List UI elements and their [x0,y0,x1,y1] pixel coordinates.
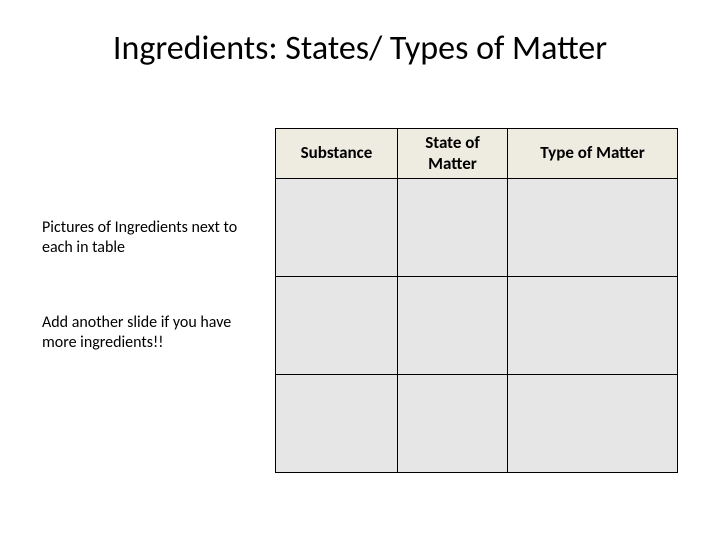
side-note-pictures: Pictures of Ingredients next to each in … [42,218,247,258]
table-row [276,179,678,277]
col-header-type: Type of Matter [508,129,678,179]
table-header-row: Substance State of Matter Type of Matter [276,129,678,179]
col-header-substance: Substance [276,129,398,179]
col-header-state: State of Matter [398,129,508,179]
cell-type [508,375,678,473]
cell-state [398,179,508,277]
cell-state [398,277,508,375]
cell-substance [276,277,398,375]
cell-type [508,277,678,375]
page-title: Ingredients: States/ Types of Matter [0,28,720,69]
cell-state [398,375,508,473]
cell-substance [276,375,398,473]
cell-type [508,179,678,277]
table-row [276,375,678,473]
side-note-add-slide: Add another slide if you have more ingre… [42,313,247,353]
table-row [276,277,678,375]
matter-table: Substance State of Matter Type of Matter [275,128,678,473]
cell-substance [276,179,398,277]
